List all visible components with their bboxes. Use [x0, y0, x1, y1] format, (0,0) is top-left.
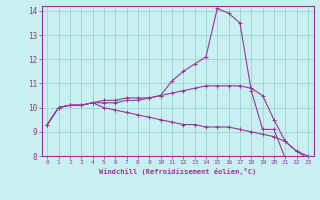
X-axis label: Windchill (Refroidissement éolien,°C): Windchill (Refroidissement éolien,°C)	[99, 168, 256, 175]
